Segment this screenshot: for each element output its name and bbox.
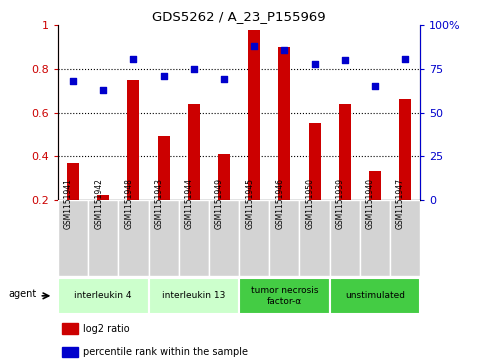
Title: GDS5262 / A_23_P155969: GDS5262 / A_23_P155969 bbox=[152, 10, 326, 23]
Point bbox=[281, 47, 288, 53]
Bar bbox=[179, 200, 209, 276]
Text: GSM1151943: GSM1151943 bbox=[155, 178, 164, 229]
Text: GSM1151945: GSM1151945 bbox=[245, 178, 254, 229]
Point bbox=[160, 73, 168, 79]
Bar bbox=[149, 200, 179, 276]
Text: GSM1151942: GSM1151942 bbox=[94, 178, 103, 229]
Text: interleukin 13: interleukin 13 bbox=[162, 291, 226, 300]
Text: GSM1151947: GSM1151947 bbox=[396, 178, 405, 229]
Bar bbox=[360, 200, 390, 276]
Bar bbox=[218, 154, 230, 200]
Bar bbox=[67, 163, 79, 200]
Bar bbox=[278, 47, 290, 200]
Point bbox=[220, 77, 228, 82]
Bar bbox=[149, 278, 239, 314]
Point bbox=[311, 61, 318, 67]
Bar bbox=[330, 278, 420, 314]
Bar bbox=[239, 278, 330, 314]
Bar bbox=[88, 200, 118, 276]
Bar bbox=[188, 104, 200, 200]
Text: GSM1151948: GSM1151948 bbox=[125, 178, 133, 229]
Point bbox=[250, 44, 258, 49]
Bar bbox=[209, 200, 239, 276]
Point bbox=[341, 57, 349, 63]
Bar bbox=[58, 278, 149, 314]
Bar bbox=[58, 200, 88, 276]
Bar bbox=[399, 99, 411, 200]
Bar bbox=[299, 200, 330, 276]
Bar bbox=[390, 200, 420, 276]
Bar bbox=[248, 30, 260, 200]
Text: GSM1151940: GSM1151940 bbox=[366, 178, 375, 229]
Bar bbox=[309, 123, 321, 200]
Text: GSM1151946: GSM1151946 bbox=[275, 178, 284, 229]
Text: log2 ratio: log2 ratio bbox=[84, 323, 130, 334]
Point bbox=[190, 66, 198, 72]
Bar bbox=[270, 200, 299, 276]
Text: GSM1151950: GSM1151950 bbox=[306, 178, 314, 229]
Point bbox=[371, 83, 379, 89]
Bar bbox=[339, 104, 351, 200]
Bar bbox=[62, 323, 78, 334]
Point bbox=[99, 87, 107, 93]
Bar bbox=[239, 200, 270, 276]
Point bbox=[69, 78, 77, 84]
Text: tumor necrosis
factor-α: tumor necrosis factor-α bbox=[251, 286, 318, 306]
Text: percentile rank within the sample: percentile rank within the sample bbox=[84, 347, 248, 357]
Bar bbox=[62, 347, 78, 357]
Bar bbox=[369, 171, 381, 200]
Bar bbox=[330, 200, 360, 276]
Text: unstimulated: unstimulated bbox=[345, 291, 405, 300]
Text: interleukin 4: interleukin 4 bbox=[74, 291, 132, 300]
Bar bbox=[118, 200, 149, 276]
Point bbox=[129, 56, 137, 61]
Text: agent: agent bbox=[9, 289, 37, 299]
Bar bbox=[157, 136, 170, 200]
Text: GSM1151941: GSM1151941 bbox=[64, 178, 73, 229]
Point bbox=[401, 56, 409, 61]
Text: GSM1151949: GSM1151949 bbox=[215, 178, 224, 229]
Bar bbox=[97, 195, 109, 200]
Text: GSM1151939: GSM1151939 bbox=[336, 178, 345, 229]
Bar bbox=[128, 80, 140, 200]
Text: GSM1151944: GSM1151944 bbox=[185, 178, 194, 229]
